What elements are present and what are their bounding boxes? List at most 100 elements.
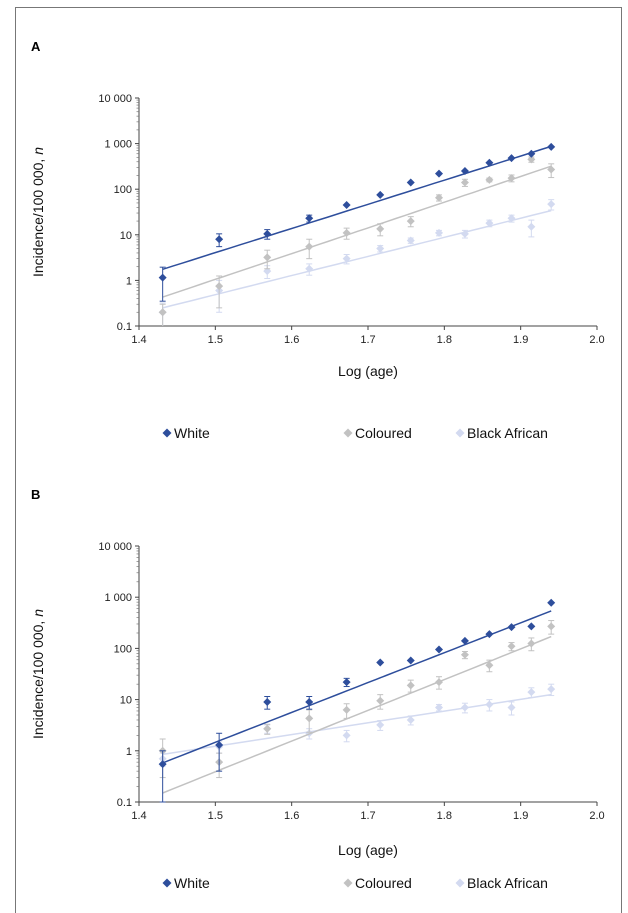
y-tick-label: 10 000 — [98, 541, 132, 553]
series-coloured — [158, 620, 556, 794]
fit-line-black-african — [162, 209, 552, 309]
data-point-white — [215, 740, 224, 749]
y-tick-label: 10 — [120, 230, 132, 242]
data-point-white — [485, 630, 494, 639]
data-point-coloured — [507, 174, 516, 183]
data-point-coloured — [527, 155, 536, 164]
legend-marker-black-african — [455, 878, 465, 888]
legend-marker-white — [162, 428, 172, 438]
data-point-black-african — [434, 228, 443, 237]
data-point-black-african — [460, 703, 469, 712]
x-tick-label: 1.4 — [131, 334, 146, 346]
data-point-white — [547, 598, 556, 607]
fit-line-white — [162, 145, 552, 271]
data-point-coloured — [263, 253, 272, 262]
data-point-white — [507, 623, 516, 632]
legend-marker-white — [162, 878, 172, 888]
x-axis-title: Log (age) — [338, 363, 398, 379]
x-tick-label: 2.0 — [589, 810, 604, 822]
data-point-white — [406, 656, 415, 665]
data-point-black-african — [485, 700, 494, 709]
data-point-coloured — [485, 175, 494, 184]
legend-marker-black-african — [455, 428, 465, 438]
x-tick-label: 2.0 — [589, 334, 604, 346]
data-point-black-african — [507, 703, 516, 712]
data-point-white — [434, 169, 443, 178]
y-axis-title-italic: n — [30, 609, 46, 617]
legend-label-white: White — [174, 425, 210, 441]
data-point-coloured — [434, 193, 443, 202]
data-point-white — [158, 760, 167, 769]
data-point-coloured — [460, 650, 469, 659]
y-axis-title-text: Incidence/100 000, — [30, 155, 46, 277]
data-point-white — [485, 158, 494, 167]
series-coloured — [158, 155, 556, 326]
legend-label-black-african: Black African — [467, 875, 548, 891]
data-point-coloured — [507, 642, 516, 651]
fit-line-white — [162, 610, 552, 764]
data-point-black-african — [527, 222, 536, 231]
data-point-white — [406, 178, 415, 187]
data-point-coloured — [527, 639, 536, 648]
data-point-coloured — [406, 681, 415, 690]
legend-label-black-african: Black African — [467, 425, 548, 441]
data-point-coloured — [406, 217, 415, 226]
y-axis-title: Incidence/100 000, n — [30, 609, 46, 739]
data-point-black-african — [460, 229, 469, 238]
data-point-black-african — [434, 703, 443, 712]
x-tick-label: 1.5 — [208, 810, 223, 822]
data-point-coloured — [547, 165, 556, 174]
data-point-black-african — [342, 731, 351, 740]
x-tick-label: 1.7 — [360, 810, 375, 822]
series-black-african — [158, 683, 556, 767]
data-point-black-african — [547, 200, 556, 209]
data-point-white — [376, 658, 385, 667]
chart-panel-b: 0.1 1 10 100 1 000 10 000 1.4 1.5 1.6 1.7 1.8 1.9 2.… — [30, 541, 605, 891]
data-point-white — [305, 697, 314, 706]
data-point-coloured — [305, 242, 314, 251]
data-point-black-african — [485, 219, 494, 228]
y-tick-label: 10 — [120, 695, 132, 707]
y-tick-label: 0.1 — [117, 797, 132, 809]
data-point-black-african — [406, 236, 415, 245]
data-point-coloured — [376, 224, 385, 233]
data-point-white — [263, 697, 272, 706]
data-point-white — [305, 214, 314, 223]
y-tick-label: 1 000 — [104, 592, 132, 604]
legend-label-coloured: Coloured — [355, 425, 412, 441]
data-point-coloured — [305, 714, 314, 723]
y-tick-label: 10 000 — [98, 93, 132, 105]
data-point-white — [263, 229, 272, 238]
y-tick-label: 1 — [126, 275, 132, 287]
fit-line-coloured — [162, 165, 552, 298]
data-point-white — [158, 273, 167, 282]
data-point-coloured — [485, 661, 494, 670]
panel-b-label: B — [31, 487, 41, 502]
data-point-white — [507, 154, 516, 163]
data-point-white — [460, 167, 469, 176]
data-point-black-african — [527, 688, 536, 697]
data-point-white — [547, 142, 556, 151]
y-axis-title-text: Incidence/100 000, — [30, 617, 46, 739]
data-point-white — [342, 201, 351, 210]
y-tick-label: 100 — [114, 184, 132, 196]
x-tick-label: 1.4 — [131, 810, 146, 822]
data-point-coloured — [434, 678, 443, 687]
data-point-coloured — [460, 178, 469, 187]
data-point-black-african — [342, 254, 351, 263]
data-point-white — [434, 645, 443, 654]
x-axis-title: Log (age) — [338, 842, 398, 858]
x-tick-label: 1.6 — [284, 334, 299, 346]
data-point-black-african — [376, 244, 385, 253]
data-point-coloured — [215, 282, 224, 291]
data-point-black-african — [507, 214, 516, 223]
series-black-african — [158, 199, 556, 326]
data-point-white — [342, 678, 351, 687]
y-tick-label: 0.1 — [117, 321, 132, 333]
series-white — [158, 598, 556, 803]
data-point-white — [527, 622, 536, 631]
data-point-coloured — [158, 308, 167, 317]
x-tick-label: 1.7 — [360, 334, 375, 346]
y-axis-title-italic: n — [30, 147, 46, 155]
